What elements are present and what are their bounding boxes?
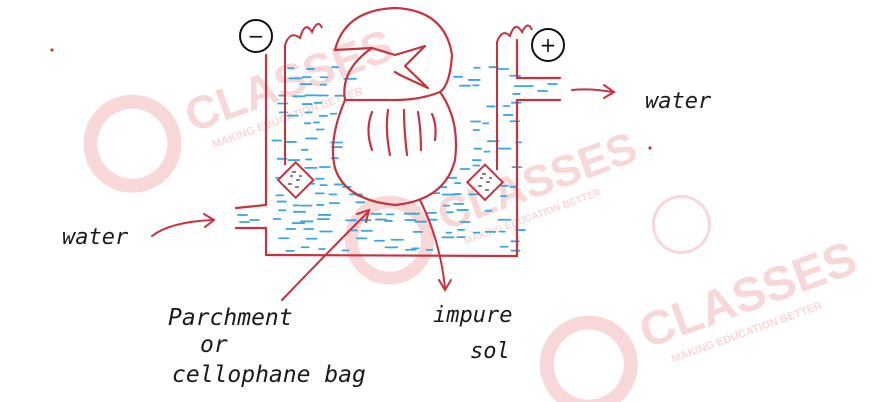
stray-dot	[648, 146, 651, 149]
stray-dot	[50, 48, 53, 51]
svg-text:CLASSES: CLASSES	[632, 232, 863, 359]
inlet-arrow	[152, 214, 214, 236]
impure-label-line1: impure	[433, 303, 512, 328]
outlet-arrow	[572, 85, 614, 98]
plus-terminal: +	[532, 29, 564, 61]
bag-label-line1: Parchment	[168, 305, 293, 331]
plus-symbol: +	[540, 33, 557, 57]
minus-symbol: −	[248, 24, 265, 48]
water-outlet-label: water	[645, 89, 712, 114]
bag-label-line3: cellophane bag	[172, 362, 366, 388]
minus-terminal: −	[240, 20, 272, 52]
water-inlet-label: water	[62, 225, 129, 250]
impure-label-line2: sol	[470, 339, 510, 364]
bag-label-line2: or	[200, 332, 228, 358]
